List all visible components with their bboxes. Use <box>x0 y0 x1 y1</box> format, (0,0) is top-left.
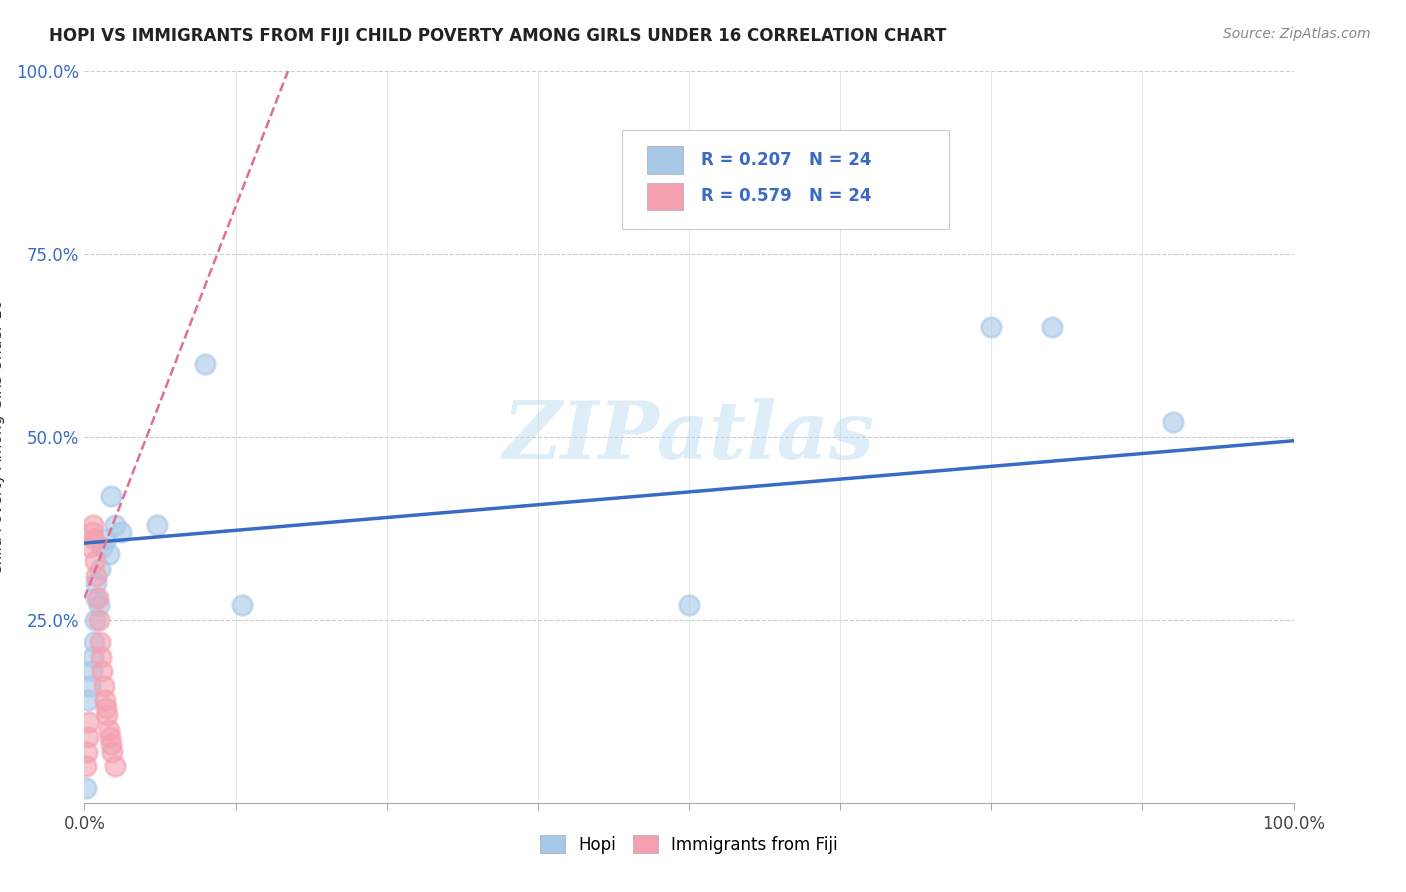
Point <box>82 649 104 664</box>
Point <box>93 679 115 693</box>
Point <box>87 599 110 613</box>
Point <box>1161 416 1184 430</box>
Text: HOPI VS IMMIGRANTS FROM FIJI CHILD POVERTY AMONG GIRLS UNDER 16 CORRELATION CHAR: HOPI VS IMMIGRANTS FROM FIJI CHILD POVER… <box>49 27 946 45</box>
Text: R = 0.207   N = 24: R = 0.207 N = 24 <box>702 151 872 169</box>
Point <box>83 635 105 649</box>
Point <box>82 517 104 532</box>
Point <box>110 525 132 540</box>
Point <box>104 517 127 532</box>
Point <box>100 737 122 751</box>
Point <box>231 599 253 613</box>
Text: ZIPatlas: ZIPatlas <box>503 399 875 475</box>
Point <box>84 554 107 568</box>
Point <box>84 613 107 627</box>
Point <box>96 708 118 723</box>
Point <box>79 679 101 693</box>
Point <box>97 547 120 561</box>
FancyBboxPatch shape <box>623 130 949 228</box>
Point <box>86 576 108 591</box>
Point <box>79 540 101 554</box>
Point <box>97 723 120 737</box>
Point <box>75 759 97 773</box>
Point <box>75 781 97 796</box>
Point <box>100 489 122 503</box>
Point <box>83 533 105 547</box>
Point <box>86 591 108 605</box>
Bar <box>647 146 683 174</box>
Point <box>146 517 169 532</box>
Point <box>194 357 217 371</box>
Point <box>86 569 108 583</box>
Point <box>94 693 117 707</box>
Bar <box>647 183 683 211</box>
Point <box>86 591 108 605</box>
Point <box>90 649 112 664</box>
Point <box>91 540 114 554</box>
Point <box>94 533 117 547</box>
Point <box>77 730 100 744</box>
Text: Source: ZipAtlas.com: Source: ZipAtlas.com <box>1223 27 1371 41</box>
Point <box>678 599 700 613</box>
Point <box>76 745 98 759</box>
Text: R = 0.579   N = 24: R = 0.579 N = 24 <box>702 187 872 205</box>
Legend: Hopi, Immigrants from Fiji: Hopi, Immigrants from Fiji <box>533 829 845 860</box>
Point <box>91 664 114 678</box>
Point <box>80 664 103 678</box>
Point <box>89 635 111 649</box>
Point <box>77 715 100 730</box>
Point <box>89 562 111 576</box>
Y-axis label: Child Poverty Among Girls Under 16: Child Poverty Among Girls Under 16 <box>0 300 6 574</box>
Point <box>87 613 110 627</box>
Point <box>94 700 117 714</box>
Point <box>101 745 124 759</box>
Point <box>98 730 121 744</box>
Point <box>104 759 127 773</box>
Point <box>80 525 103 540</box>
Point <box>77 693 100 707</box>
Point <box>1040 320 1063 334</box>
Point <box>980 320 1002 334</box>
